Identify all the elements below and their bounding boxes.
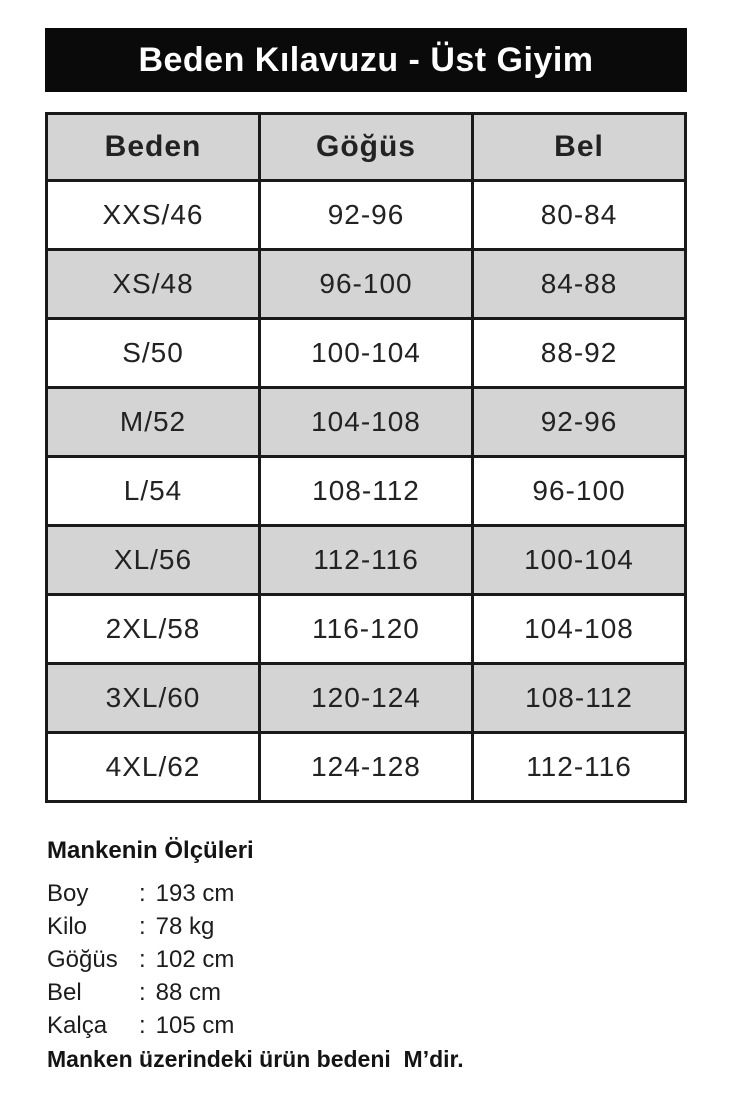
column-header-beden: Beden [45, 112, 261, 182]
measurement-row-kilo: Kilo:78 kg [47, 910, 687, 943]
bel-cell: 84-88 [471, 248, 687, 320]
gogus-cell: 124-128 [258, 731, 474, 803]
model-measurements-section: Mankenin Ölçüleri Boy:193 cm Kilo:78 kg … [45, 837, 687, 1073]
beden-cell: 4XL/62 [45, 731, 261, 803]
measurement-separator: : [139, 913, 146, 940]
table-header-row: Beden Göğüs Bel [45, 112, 687, 182]
measurement-label: Kilo [47, 913, 88, 940]
measurement-row-gogus: Göğüs:102 cm [47, 943, 687, 976]
table-row: XS/48 96-100 84-88 [45, 248, 687, 320]
measurement-label: Göğüs [47, 946, 118, 973]
measurement-row-kalca: Kalça:105 cm [47, 1009, 687, 1042]
bel-cell: 88-92 [471, 317, 687, 389]
bel-cell: 96-100 [471, 455, 687, 527]
table-row: 4XL/62 124-128 112-116 [45, 731, 687, 803]
gogus-cell: 100-104 [258, 317, 474, 389]
bel-cell: 112-116 [471, 731, 687, 803]
beden-cell: M/52 [45, 386, 261, 458]
bel-cell: 92-96 [471, 386, 687, 458]
beden-cell: XS/48 [45, 248, 261, 320]
column-header-gogus: Göğüs [258, 112, 474, 182]
gogus-cell: 96-100 [258, 248, 474, 320]
table-row: M/52 104-108 92-96 [45, 386, 687, 458]
measurement-separator: : [139, 946, 146, 973]
table-row: XL/56 112-116 100-104 [45, 524, 687, 596]
gogus-cell: 120-124 [258, 662, 474, 734]
measurement-row-boy: Boy:193 cm [47, 877, 687, 910]
gogus-cell: 112-116 [258, 524, 474, 596]
measurement-value: 105 cm [155, 1012, 235, 1039]
column-header-bel: Bel [471, 112, 687, 182]
beden-cell: 2XL/58 [45, 593, 261, 665]
measurement-separator: : [139, 1012, 146, 1039]
measurement-row-bel: Bel:88 cm [47, 976, 687, 1009]
measurement-value: 102 cm [155, 946, 235, 973]
model-measurements-heading: Mankenin Ölçüleri [47, 837, 254, 864]
table-row: S/50 100-104 88-92 [45, 317, 687, 389]
bel-cell: 104-108 [471, 593, 687, 665]
gogus-cell: 116-120 [258, 593, 474, 665]
gogus-cell: 108-112 [258, 455, 474, 527]
page-title: Beden Kılavuzu - Üst Giyim [138, 40, 594, 79]
table-row: 3XL/60 120-124 108-112 [45, 662, 687, 734]
size-table: Beden Göğüs Bel XXS/46 92-96 80-84 XS/48… [45, 112, 687, 803]
title-bar: Beden Kılavuzu - Üst Giyim [45, 28, 687, 92]
bel-cell: 108-112 [471, 662, 687, 734]
beden-cell: L/54 [45, 455, 261, 527]
measurement-value: 78 kg [155, 913, 215, 940]
measurement-label: Kalça [47, 1012, 108, 1039]
bel-cell: 100-104 [471, 524, 687, 596]
model-size-note: Manken üzerindeki ürün bedeni M’dir. [47, 1046, 464, 1072]
size-guide-page: Beden Kılavuzu - Üst Giyim Beden Göğüs B… [45, 28, 687, 1073]
beden-cell: XL/56 [45, 524, 261, 596]
beden-cell: XXS/46 [45, 179, 261, 251]
gogus-cell: 104-108 [258, 386, 474, 458]
table-row: 2XL/58 116-120 104-108 [45, 593, 687, 665]
bel-cell: 80-84 [471, 179, 687, 251]
measurement-separator: : [139, 880, 146, 907]
table-row: XXS/46 92-96 80-84 [45, 179, 687, 251]
beden-cell: 3XL/60 [45, 662, 261, 734]
measurement-label: Bel [47, 979, 82, 1006]
measurement-value: 193 cm [155, 880, 235, 907]
gogus-cell: 92-96 [258, 179, 474, 251]
measurement-separator: : [139, 979, 146, 1006]
measurement-label: Boy [47, 880, 89, 907]
table-row: L/54 108-112 96-100 [45, 455, 687, 527]
beden-cell: S/50 [45, 317, 261, 389]
measurement-value: 88 cm [155, 979, 222, 1006]
